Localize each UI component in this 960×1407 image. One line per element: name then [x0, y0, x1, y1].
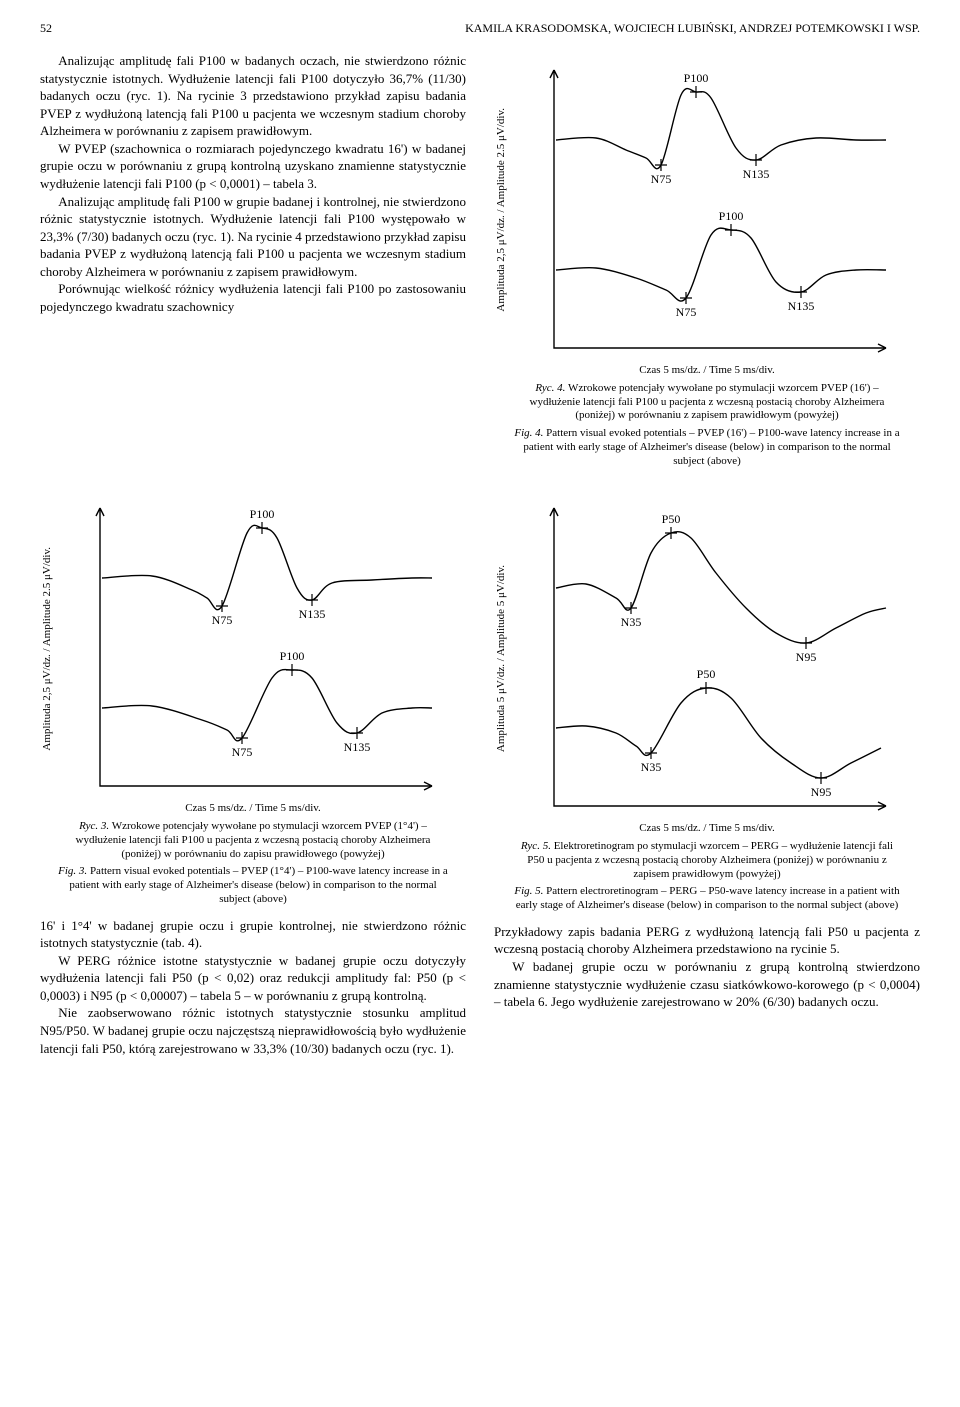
svg-text:N35: N35	[621, 615, 642, 629]
caption-prefix: Fig. 3.	[58, 865, 87, 877]
svg-text:N75: N75	[212, 613, 233, 627]
svg-text:N95: N95	[811, 785, 832, 799]
svg-text:P50: P50	[662, 512, 681, 526]
svg-text:N135: N135	[299, 607, 326, 621]
figure-5-caption-pl: Ryc. 5. Elektroretinogram po stymulacji …	[512, 840, 902, 881]
bottom-row: Amplituda 2,5 μV/dz. / Amplitude 2.5 μV/…	[40, 490, 920, 1057]
figure-3-chart: Amplituda 2,5 μV/dz. / Amplitude 2.5 μV/…	[40, 498, 466, 798]
svg-text:P100: P100	[250, 507, 275, 521]
figure-4-xaxis: Czas 5 ms/dz. / Time 5 ms/div.	[512, 364, 902, 378]
para: 16' i 1°4' w badanej grupie oczu i grupi…	[40, 917, 466, 952]
para: Nie zaobserwowano różnic istotnych staty…	[40, 1004, 466, 1057]
y-axis-label: Amplituda 2,5 μV/dz. / Amplitude 2.5 μV/…	[494, 108, 509, 312]
svg-text:N135: N135	[788, 299, 815, 313]
right-col: Amplituda 2,5 μV/dz. / Amplitude 2.5 μV/…	[494, 52, 920, 478]
para: Analizując amplitudę fali P100 w grupie …	[40, 193, 466, 281]
figure-4-chart: Amplituda 2,5 μV/dz. / Amplitude 2.5 μV/…	[494, 60, 920, 360]
caption-text: Wzrokowe potencjały wywołane po stymulac…	[530, 382, 885, 422]
caption-text: Elektroretinogram po stymulacji wzorcem …	[527, 840, 893, 880]
svg-text:P100: P100	[684, 71, 709, 85]
caption-prefix: Ryc. 5.	[521, 840, 551, 852]
running-head-text: KAMILA KRASODOMSKA, WOJCIECH LUBIŃSKI, A…	[465, 20, 920, 36]
svg-text:P100: P100	[719, 209, 744, 223]
svg-text:N35: N35	[641, 760, 662, 774]
para: Porównując wielkość różnicy wydłużenia l…	[40, 280, 466, 315]
left-col: Analizując amplitudę fali P100 w badanyc…	[40, 52, 466, 478]
svg-text:P100: P100	[280, 649, 305, 663]
top-columns: Analizując amplitudę fali P100 w badanyc…	[40, 52, 920, 478]
svg-text:N75: N75	[651, 172, 672, 186]
y-axis-label: Amplituda 5 μV/dz. / Amplitude 5 μV/div.	[494, 565, 509, 752]
figure-5-xaxis: Czas 5 ms/dz. / Time 5 ms/div.	[512, 822, 902, 836]
para: W PVEP (szachownica o rozmiarach pojedyn…	[40, 140, 466, 193]
caption-text: Pattern visual evoked potentials – PVEP …	[523, 427, 899, 467]
figure-4-caption-pl: Ryc. 4. Wzrokowe potencjały wywołane po …	[512, 382, 902, 423]
svg-text:N75: N75	[232, 745, 253, 759]
svg-text:N95: N95	[796, 650, 817, 664]
caption-text: Wzrokowe potencjały wywołane po stymulac…	[76, 820, 431, 860]
figure-3-caption-pl: Ryc. 3. Wzrokowe potencjały wywołane po …	[58, 820, 448, 861]
y-axis-label: Amplituda 2,5 μV/dz. / Amplitude 2.5 μV/…	[40, 547, 55, 751]
figure-5-chart: Amplituda 5 μV/dz. / Amplitude 5 μV/div.…	[494, 498, 920, 818]
caption-prefix: Ryc. 3.	[79, 820, 109, 832]
page-number: 52	[40, 20, 52, 36]
bottom-left-col: Amplituda 2,5 μV/dz. / Amplitude 2.5 μV/…	[40, 490, 466, 1057]
svg-text:N135: N135	[344, 740, 371, 754]
figure-5: Amplituda 5 μV/dz. / Amplitude 5 μV/div.…	[494, 498, 920, 913]
figure-3-caption-en: Fig. 3. Pattern visual evoked potentials…	[58, 865, 448, 906]
caption-prefix: Fig. 4.	[514, 427, 543, 439]
caption-text: Pattern visual evoked potentials – PVEP …	[69, 865, 448, 905]
svg-text:P50: P50	[697, 667, 716, 681]
svg-text:N135: N135	[743, 167, 770, 181]
figure-3: Amplituda 2,5 μV/dz. / Amplitude 2.5 μV/…	[40, 498, 466, 906]
para: W PERG różnice istotne statystycznie w b…	[40, 952, 466, 1005]
caption-text: Pattern electroretinogram – PERG – P50-w…	[516, 885, 900, 911]
figure-4: Amplituda 2,5 μV/dz. / Amplitude 2.5 μV/…	[494, 60, 920, 468]
para: W badanej grupie oczu w porównaniu z gru…	[494, 958, 920, 1011]
caption-prefix: Fig. 5.	[514, 885, 543, 897]
figure-3-xaxis: Czas 5 ms/dz. / Time 5 ms/div.	[58, 802, 448, 816]
running-header: 52 KAMILA KRASODOMSKA, WOJCIECH LUBIŃSKI…	[40, 20, 920, 36]
caption-prefix: Ryc. 4.	[535, 382, 565, 394]
figure-5-caption-en: Fig. 5. Pattern electroretinogram – PERG…	[512, 885, 902, 913]
svg-text:N75: N75	[676, 305, 697, 319]
figure-4-caption-en: Fig. 4. Pattern visual evoked potentials…	[512, 427, 902, 468]
para: Przykładowy zapis badania PERG z wydłużo…	[494, 923, 920, 958]
para: Analizując amplitudę fali P100 w badanyc…	[40, 52, 466, 140]
bottom-right-col: Amplituda 5 μV/dz. / Amplitude 5 μV/div.…	[494, 490, 920, 1057]
